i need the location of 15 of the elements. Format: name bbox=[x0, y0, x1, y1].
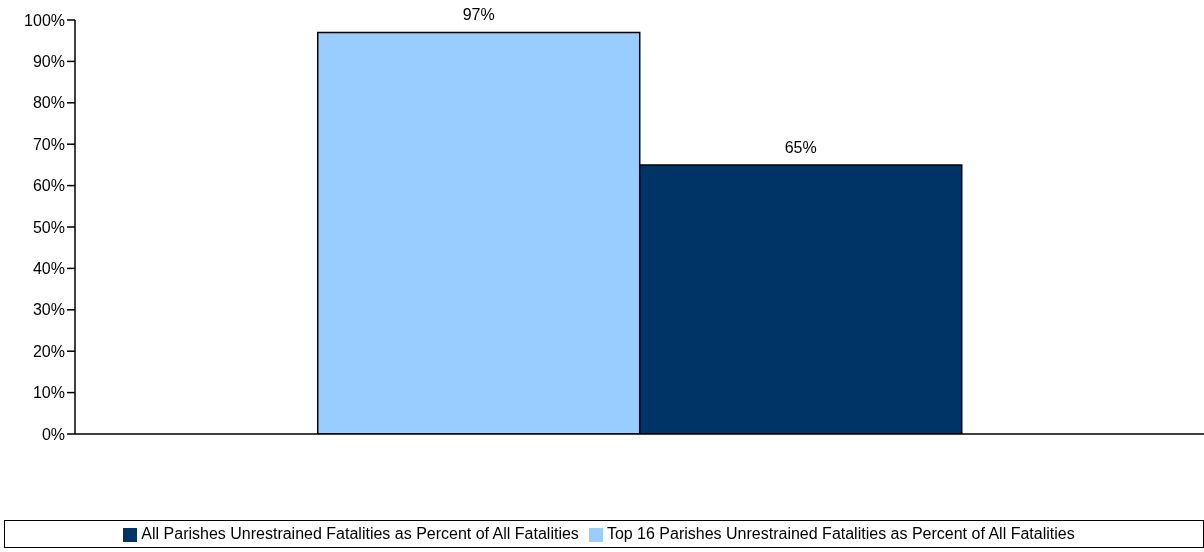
legend-label: All Parishes Unrestrained Fatalities as Percent of All Fatalities bbox=[141, 525, 579, 542]
data-label: 97% bbox=[462, 6, 495, 24]
y-tick-label: 70% bbox=[32, 135, 65, 153]
data-label: 65% bbox=[784, 138, 817, 156]
y-tick-label: 80% bbox=[32, 94, 65, 112]
y-tick-label: 60% bbox=[32, 177, 65, 195]
y-tick-label: 50% bbox=[32, 218, 65, 236]
y-tick-label: 90% bbox=[32, 53, 65, 71]
y-tick-label: 10% bbox=[32, 384, 65, 402]
y-tick-label: 30% bbox=[32, 301, 65, 319]
y-tick-label: 20% bbox=[32, 342, 65, 360]
y-tick-label: 0% bbox=[41, 425, 65, 443]
y-tick-label: 100% bbox=[24, 11, 65, 29]
y-tick-label: 40% bbox=[32, 260, 65, 278]
legend-label: Top 16 Parishes Unrestrained Fatalities as Percent of All Fatalities bbox=[606, 525, 1075, 542]
